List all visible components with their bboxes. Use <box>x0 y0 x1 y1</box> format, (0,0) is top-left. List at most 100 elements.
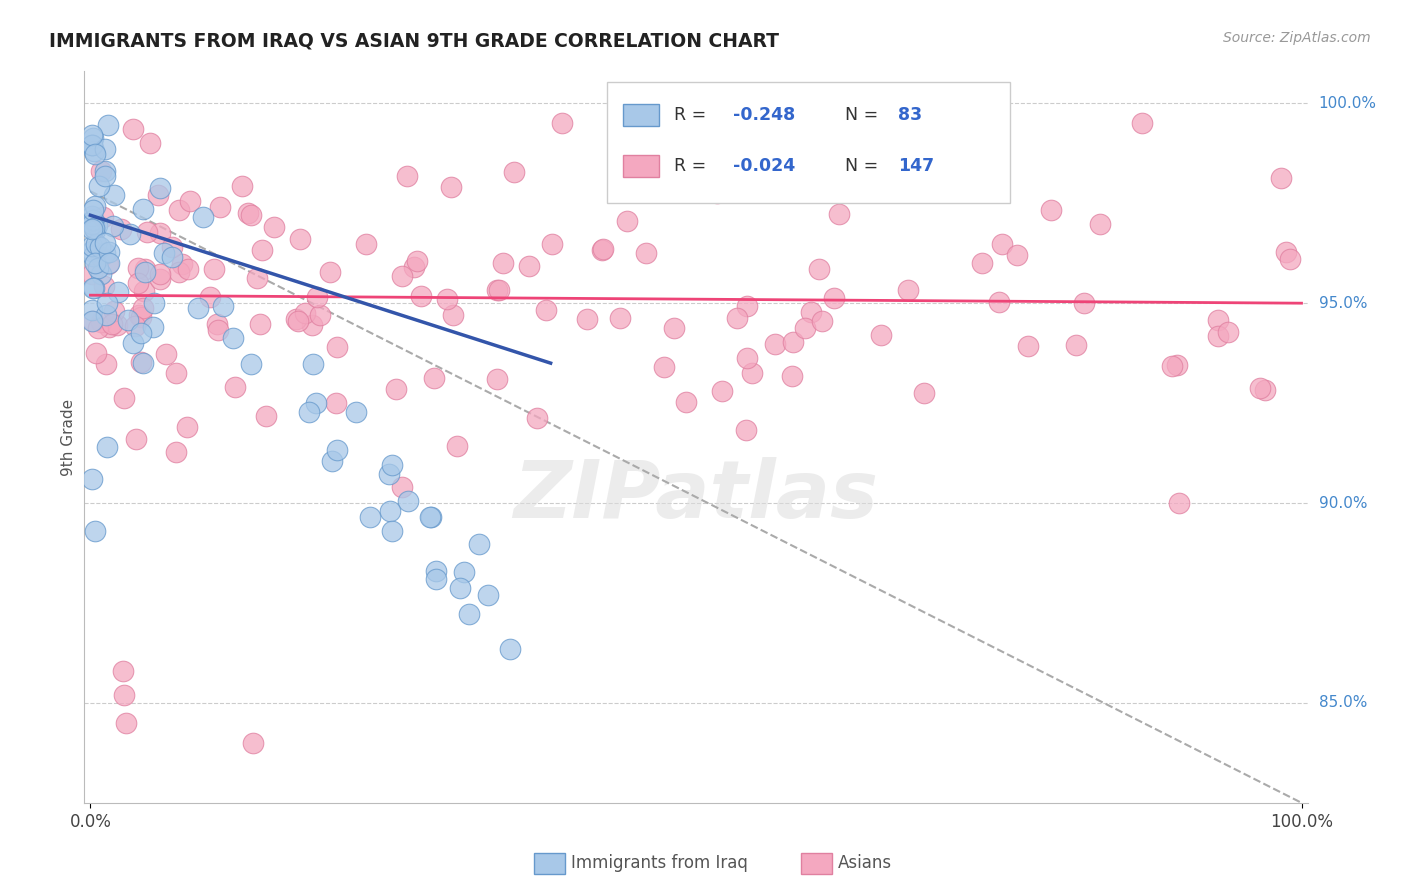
Point <box>782 335 804 350</box>
Point <box>97 256 120 270</box>
Point <box>378 467 401 481</box>
Point <box>381 524 404 538</box>
Point <box>344 405 367 419</box>
Point <box>97 118 120 132</box>
Point <box>592 242 614 256</box>
Point <box>423 371 446 385</box>
Point <box>321 453 343 467</box>
Point <box>391 269 413 284</box>
Point <box>319 265 342 279</box>
Text: 85.0%: 85.0% <box>1319 696 1367 710</box>
Point <box>80 303 103 318</box>
Point <box>458 607 481 622</box>
Point <box>80 222 103 236</box>
Point <box>149 272 172 286</box>
Point <box>1005 248 1028 262</box>
Point <box>1040 203 1063 218</box>
Point <box>467 536 489 550</box>
Point <box>425 572 447 586</box>
Text: ZIPatlas: ZIPatlas <box>513 457 879 534</box>
Text: Asians: Asians <box>838 855 891 872</box>
Point <box>664 320 686 334</box>
Point <box>187 301 209 315</box>
Point <box>910 162 932 177</box>
Point <box>298 405 321 419</box>
Point <box>129 355 152 369</box>
Point <box>132 301 155 315</box>
Point <box>165 444 187 458</box>
Point <box>94 169 117 183</box>
Point <box>499 641 522 656</box>
Point <box>167 265 190 279</box>
Point <box>97 257 120 271</box>
Point <box>82 244 104 258</box>
Point <box>870 328 893 343</box>
Text: N =: N = <box>845 106 884 124</box>
Point <box>160 240 183 254</box>
Point <box>83 145 105 159</box>
Point <box>302 357 325 371</box>
Point <box>541 237 564 252</box>
Point <box>1206 328 1229 343</box>
Point <box>191 210 214 224</box>
Point <box>90 163 112 178</box>
Point <box>94 164 117 178</box>
Point <box>287 314 309 328</box>
Point <box>80 210 103 224</box>
Point <box>103 304 125 318</box>
Point <box>103 188 125 202</box>
Point <box>112 688 135 702</box>
Point <box>675 395 697 409</box>
Point <box>391 480 413 494</box>
Point <box>236 205 259 219</box>
Point <box>93 279 115 293</box>
Point <box>110 222 132 236</box>
Point <box>131 202 153 216</box>
Point <box>90 250 112 264</box>
Point <box>425 564 447 578</box>
Point <box>80 137 103 152</box>
Point <box>162 250 184 264</box>
Point <box>83 524 105 538</box>
Point <box>477 588 499 602</box>
Point <box>828 207 851 221</box>
Point <box>94 236 117 251</box>
Point <box>897 284 920 298</box>
Point <box>1254 383 1277 397</box>
Point <box>83 220 105 235</box>
Point <box>735 351 758 365</box>
Point <box>121 336 143 351</box>
Point <box>84 146 107 161</box>
Point <box>446 439 468 453</box>
Point <box>725 311 748 326</box>
Point <box>198 290 221 304</box>
Point <box>1274 244 1296 259</box>
Point <box>409 288 432 302</box>
Point <box>301 318 323 332</box>
Point <box>652 359 675 374</box>
Text: -0.248: -0.248 <box>733 106 794 124</box>
Y-axis label: 9th Grade: 9th Grade <box>60 399 76 475</box>
Point <box>86 219 108 233</box>
Point <box>134 284 156 298</box>
Text: R =: R = <box>673 158 711 176</box>
Point <box>710 384 733 399</box>
Point <box>176 420 198 434</box>
Point <box>449 582 471 596</box>
Point <box>101 219 124 233</box>
Point <box>1130 116 1153 130</box>
Point <box>96 295 118 310</box>
Point <box>526 410 548 425</box>
Bar <box>606 82 1011 203</box>
Point <box>420 509 443 524</box>
Point <box>395 169 418 184</box>
Point <box>202 262 225 277</box>
Point <box>735 299 758 313</box>
Point <box>105 318 128 332</box>
Point <box>87 178 110 193</box>
Point <box>224 380 246 394</box>
Point <box>131 326 153 341</box>
Point <box>82 203 104 218</box>
Point <box>419 510 441 524</box>
Point <box>148 187 170 202</box>
